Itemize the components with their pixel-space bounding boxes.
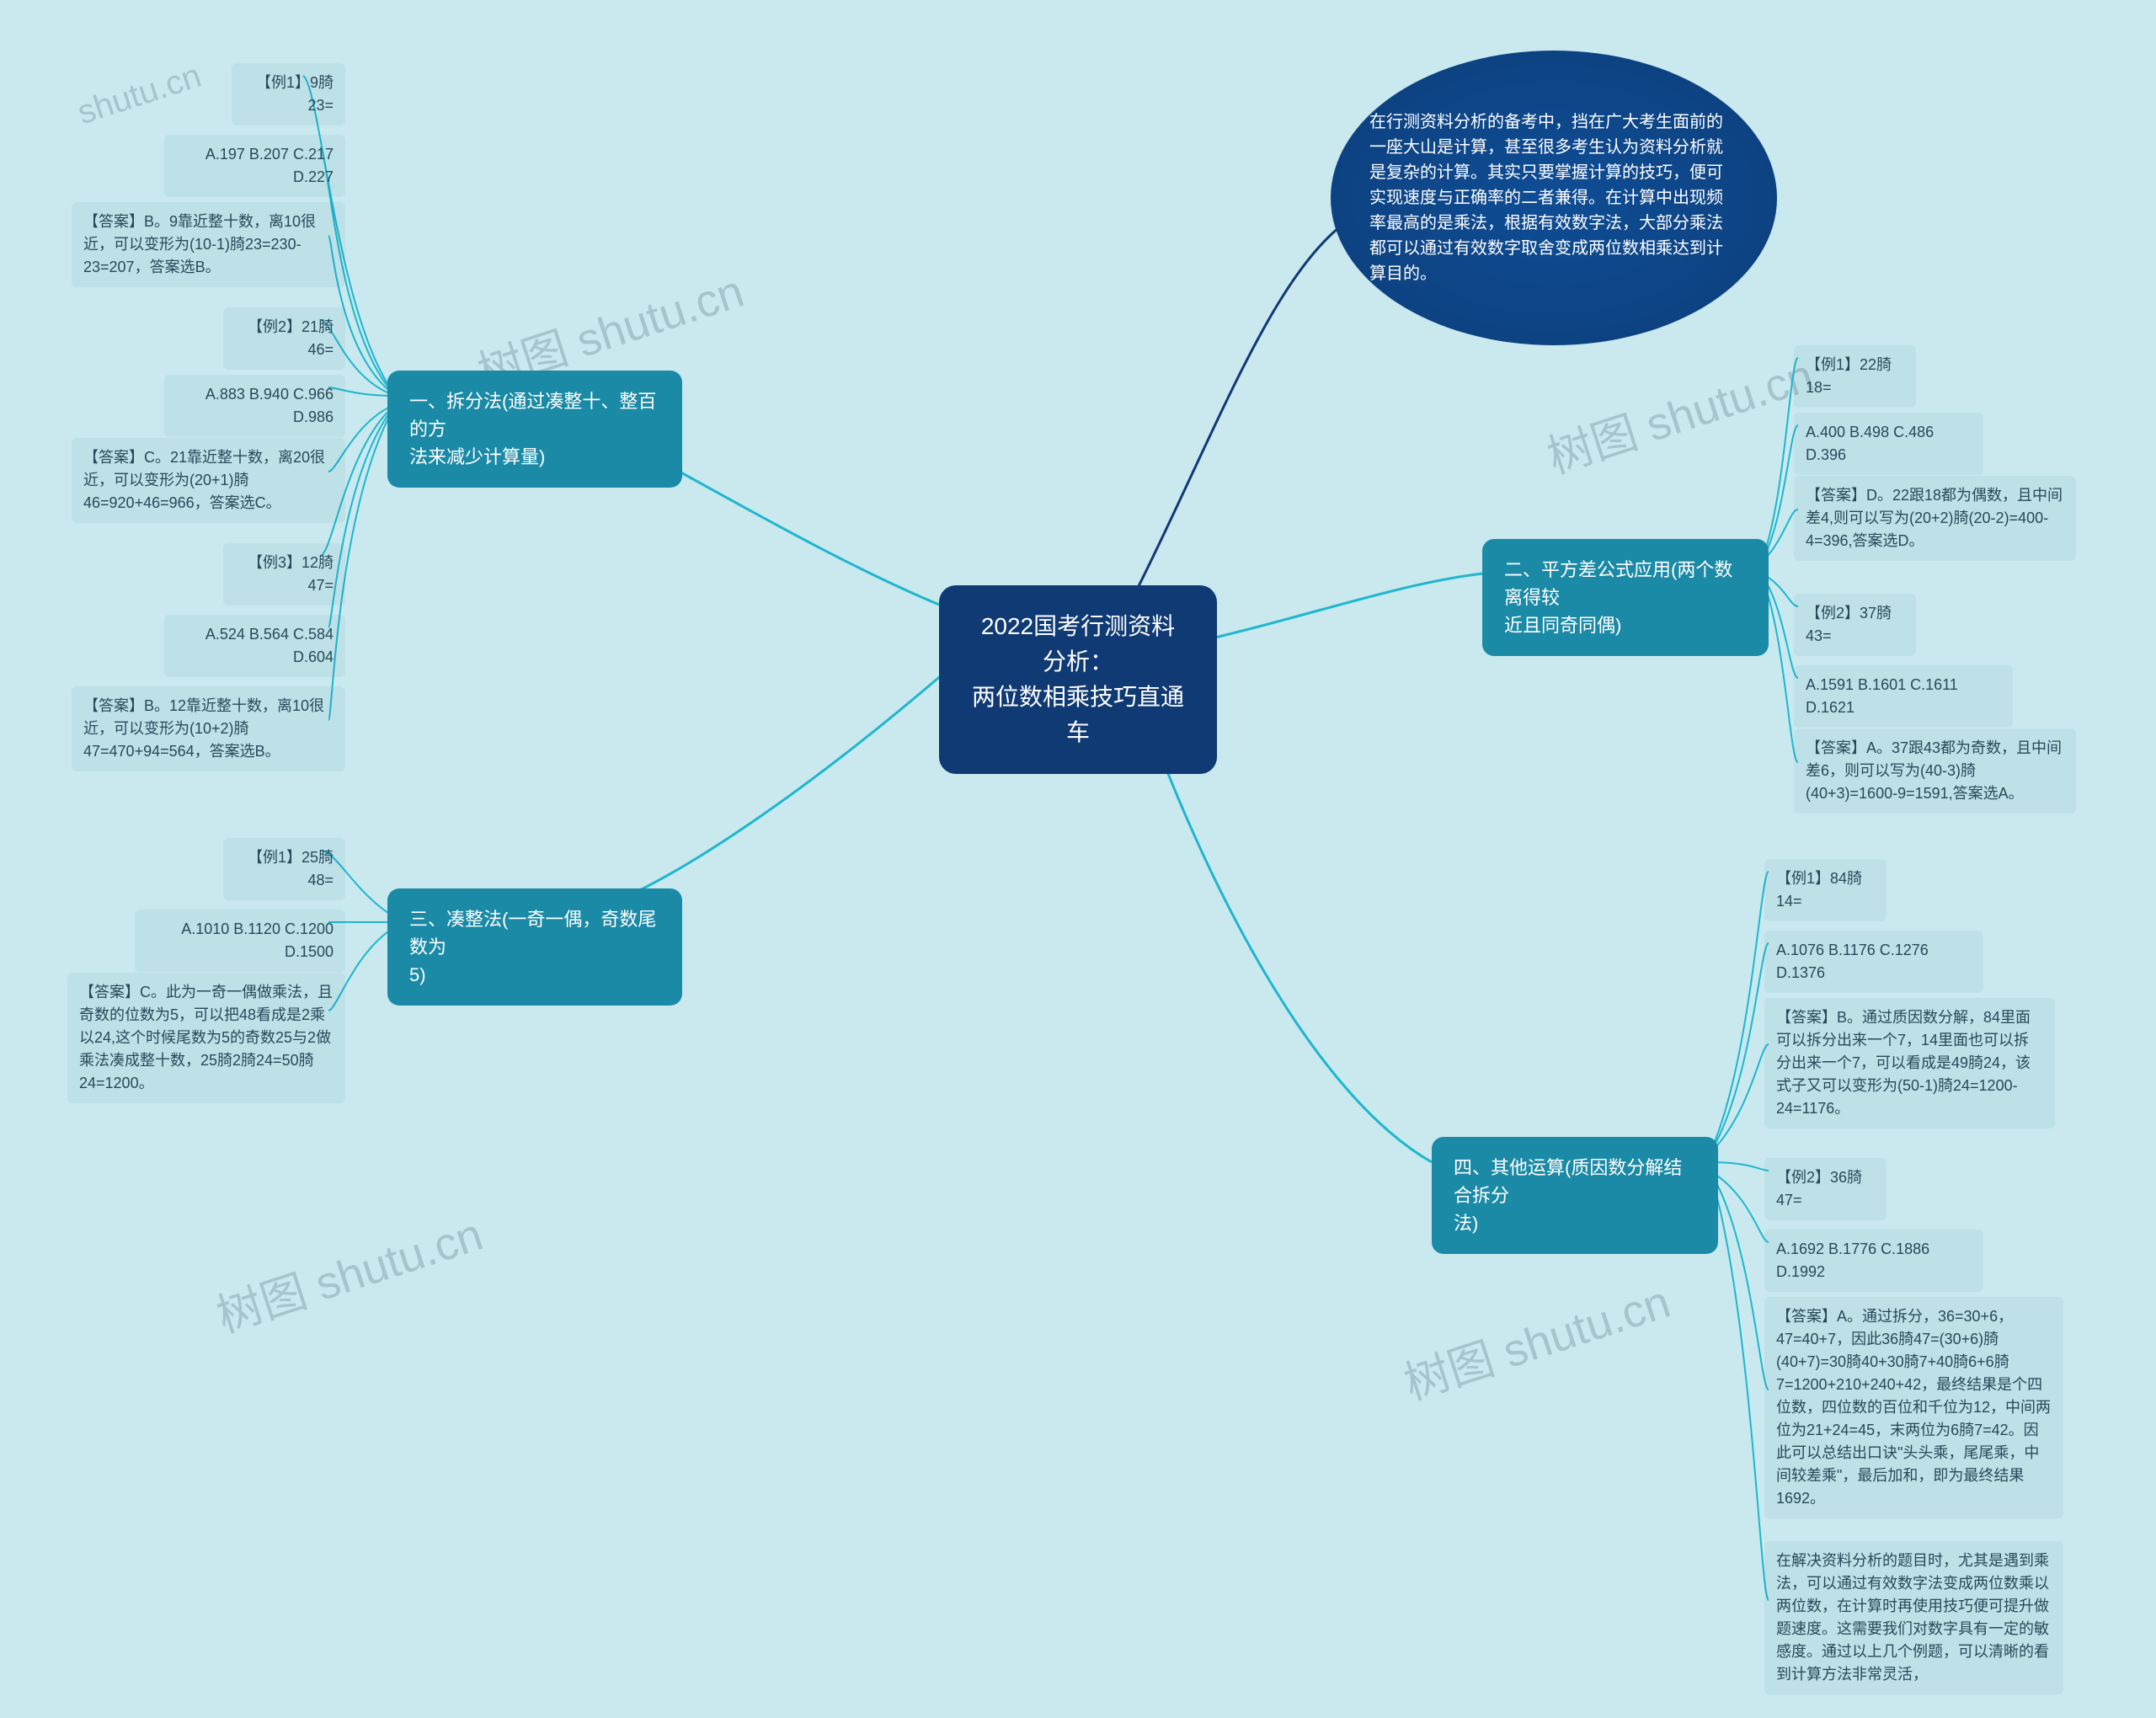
leaf: A.1076 B.1176 C.1276 D.1376 <box>1764 931 1983 993</box>
branch3-l1: 三、凑整法(一奇一偶，奇数尾数为 <box>409 909 656 958</box>
leaf: 【例2】21䐀46= <box>223 307 345 370</box>
watermark: 树图 shutu.cn <box>1395 1264 1678 1412</box>
leaf: 【答案】D。22跟18都为偶数，且中间差4,则可以写为(20+2)䐀(20-2)… <box>1794 476 2076 561</box>
watermark: shutu.cn <box>73 57 206 133</box>
leaf: 【答案】B。通过质因数分解，84里面可以拆分出来一个7，14里面也可以拆分出来一… <box>1764 998 2055 1128</box>
leaf: 【答案】B。12靠近整十数，离10很近，可以变形为(10+2)䐀47=470+9… <box>72 686 345 771</box>
intro-text: 在行测资料分析的备考中，挡在广大考生面前的一座大山是计算，甚至很多考生认为资料分… <box>1369 109 1738 286</box>
branch4-l1: 四、其他运算(质因数分解结合拆分 <box>1454 1157 1682 1206</box>
leaf: 【答案】A。37跟43都为奇数，且中间差6，则可以写为(40-3)䐀(40+3)… <box>1794 728 2076 814</box>
leaf: A.883 B.940 C.966 D.986 <box>164 375 345 437</box>
branch2-l1: 二、平方差公式应用(两个数离得较 <box>1504 559 1732 608</box>
leaf: 【例1】84䐀14= <box>1764 859 1886 921</box>
branch2-l2: 近且同奇同偶) <box>1504 615 1621 636</box>
root-line1: 2022国考行测资料分析： <box>981 613 1175 675</box>
leaf: A.1010 B.1120 C.1200 D.1500 <box>135 910 345 972</box>
branch4-l2: 法) <box>1454 1213 1478 1234</box>
leaf: 【答案】B。9靠近整十数，离10很近，可以变形为(10-1)䐀23=230-23… <box>72 202 345 287</box>
leaf: 【例2】36䐀47= <box>1764 1158 1886 1220</box>
leaf: 【例1】22䐀18= <box>1794 345 1916 408</box>
branch-1: 一、拆分法(通过凑整十、整百的方 法来减少计算量) <box>387 371 682 488</box>
root-line2: 两位数相乘技巧直通车 <box>972 684 1184 745</box>
branch-4: 四、其他运算(质因数分解结合拆分 法) <box>1432 1137 1718 1254</box>
leaf: 【答案】C。21靠近整十数，离20很近，可以变形为(20+1)䐀46=920+4… <box>72 438 345 523</box>
watermark: 树图 shutu.cn <box>1538 338 1821 486</box>
branch1-l2: 法来减少计算量) <box>409 446 545 467</box>
leaf: 【例2】37䐀43= <box>1794 594 1916 656</box>
leaf: A.1591 B.1601 C.1611 D.1621 <box>1794 665 2013 728</box>
leaf: 【例1】9䐀23= <box>232 63 345 125</box>
leaf: A.1692 B.1776 C.1886 D.1992 <box>1764 1230 1983 1292</box>
leaf: 在解决资料分析的题目时，尤其是遇到乘法，可以通过有效数字法变成两位数乘以两位数，… <box>1764 1541 2063 1694</box>
leaf: 【答案】C。此为一奇一偶做乘法，且奇数的位数为5，可以把48看成是2乘以24,这… <box>67 973 345 1103</box>
leaf: 【例1】25䐀48= <box>223 838 345 900</box>
leaf: A.524 B.564 C.584 D.604 <box>164 615 345 677</box>
intro-bubble: 在行测资料分析的备考中，挡在广大考生面前的一座大山是计算，甚至很多考生认为资料分… <box>1331 51 1777 345</box>
branch3-l2: 5) <box>409 964 426 985</box>
leaf: A.197 B.207 C.217 D.227 <box>164 135 345 197</box>
root-node: 2022国考行测资料分析： 两位数相乘技巧直通车 <box>939 585 1217 774</box>
watermark: 树图 shutu.cn <box>207 1197 490 1345</box>
leaf: A.400 B.498 C.486 D.396 <box>1794 413 1983 475</box>
leaf: 【答案】A。通过拆分，36=30+6，47=40+7，因此36䐀47=(30+6… <box>1764 1297 2063 1518</box>
leaf: 【例3】12䐀47= <box>223 543 345 606</box>
branch-2: 二、平方差公式应用(两个数离得较 近且同奇同偶) <box>1482 539 1769 656</box>
branch-3: 三、凑整法(一奇一偶，奇数尾数为 5) <box>387 888 682 1006</box>
branch1-l1: 一、拆分法(通过凑整十、整百的方 <box>409 391 656 440</box>
